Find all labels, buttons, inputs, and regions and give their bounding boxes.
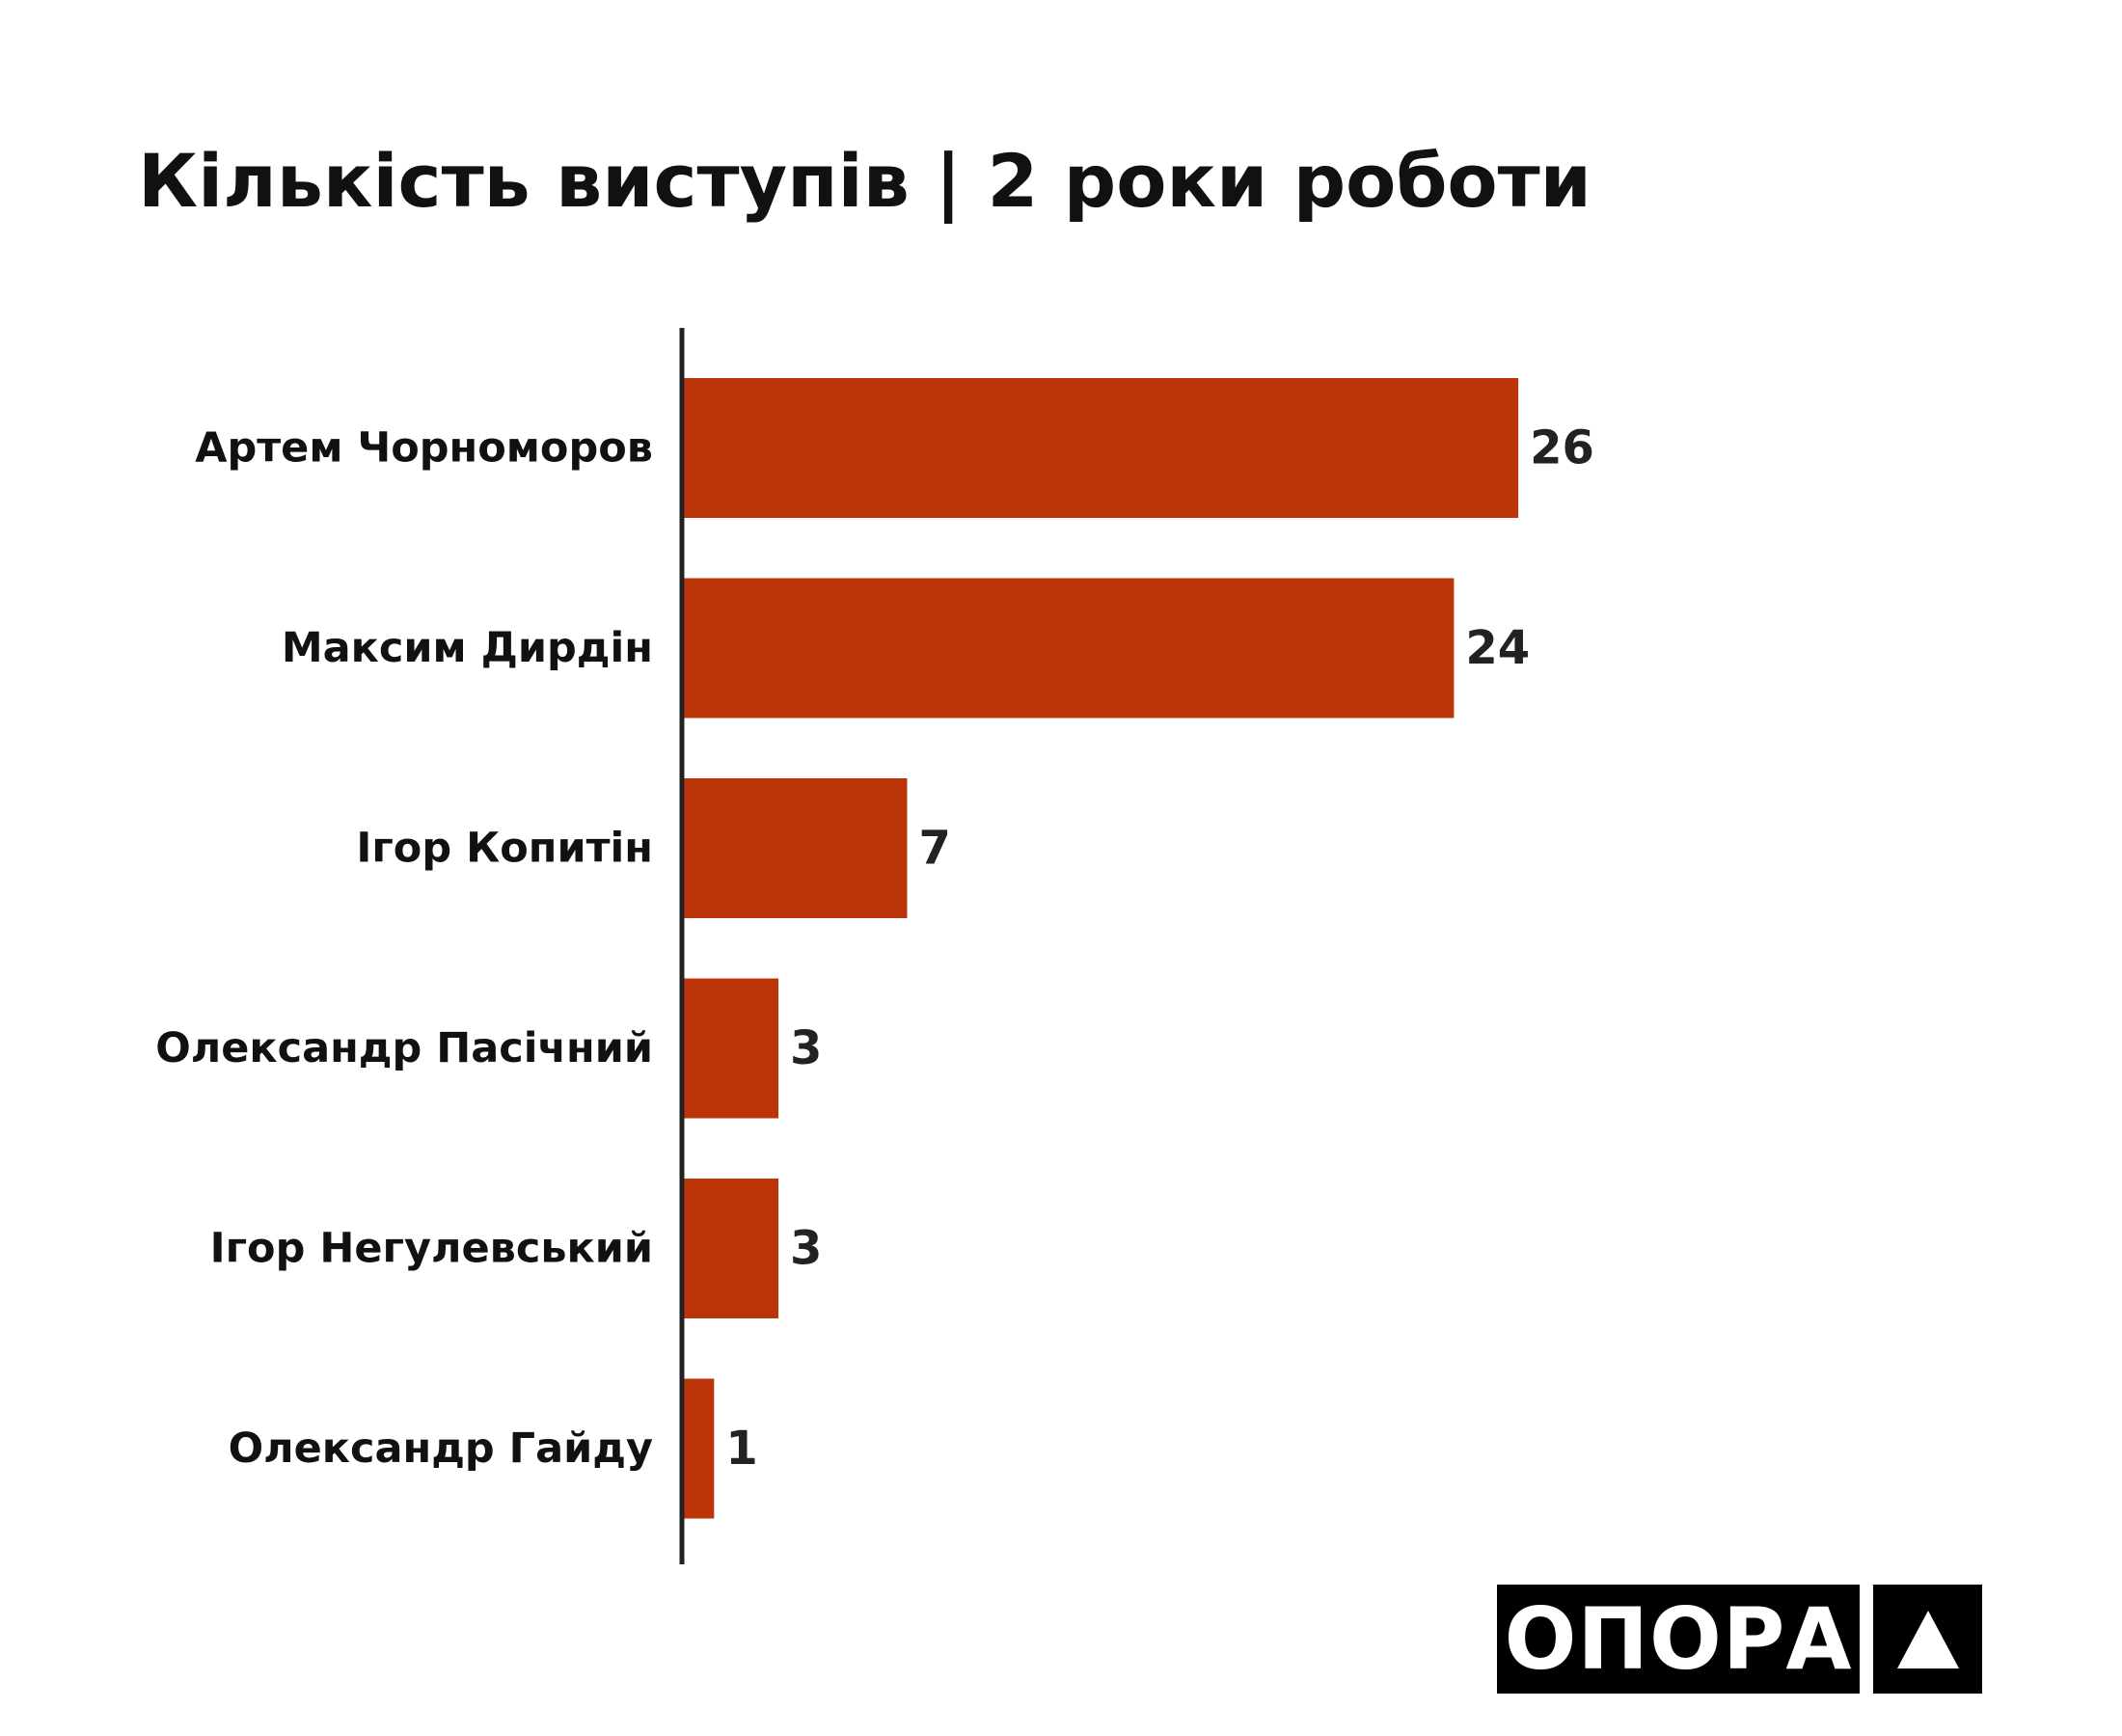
chart-title: Кількість виступів | 2 роки роботи [138, 138, 1592, 224]
value-label-5: 3 [790, 1222, 822, 1276]
category-label-4: Олександр Пасічний [155, 1024, 653, 1072]
triangle-icon-svg [1896, 1610, 1959, 1668]
bar-2 [682, 578, 1455, 719]
bar-6 [682, 1378, 715, 1519]
category-label-3: Ігор Копитін [356, 825, 653, 873]
opora-logo: ОПОРА [1497, 1585, 1982, 1694]
bar-5 [682, 1179, 779, 1318]
value-label-2: 24 [1465, 621, 1530, 675]
category-label-6: Олександр Гайду [229, 1424, 653, 1473]
bars-group [682, 378, 1519, 1519]
value-labels: 26 24 7 3 3 1 [725, 421, 1594, 1477]
category-labels: Артем Чорноморов Максим Дирдін Ігор Копиті… [155, 424, 653, 1474]
value-label-4: 3 [790, 1021, 822, 1075]
category-label-5: Ігор Негулевський [210, 1225, 653, 1273]
triangle-icon [1873, 1585, 1982, 1694]
bar-1 [682, 378, 1519, 518]
category-label-2: Максим Дирдін [282, 624, 653, 672]
value-label-3: 7 [918, 822, 950, 876]
bar-4 [682, 978, 779, 1119]
category-label-1: Артем Чорноморов [195, 424, 653, 473]
logo-text: ОПОРА [1497, 1585, 1860, 1694]
value-label-1: 26 [1530, 421, 1594, 475]
value-label-6: 1 [725, 1422, 757, 1476]
bar-3 [682, 778, 908, 918]
